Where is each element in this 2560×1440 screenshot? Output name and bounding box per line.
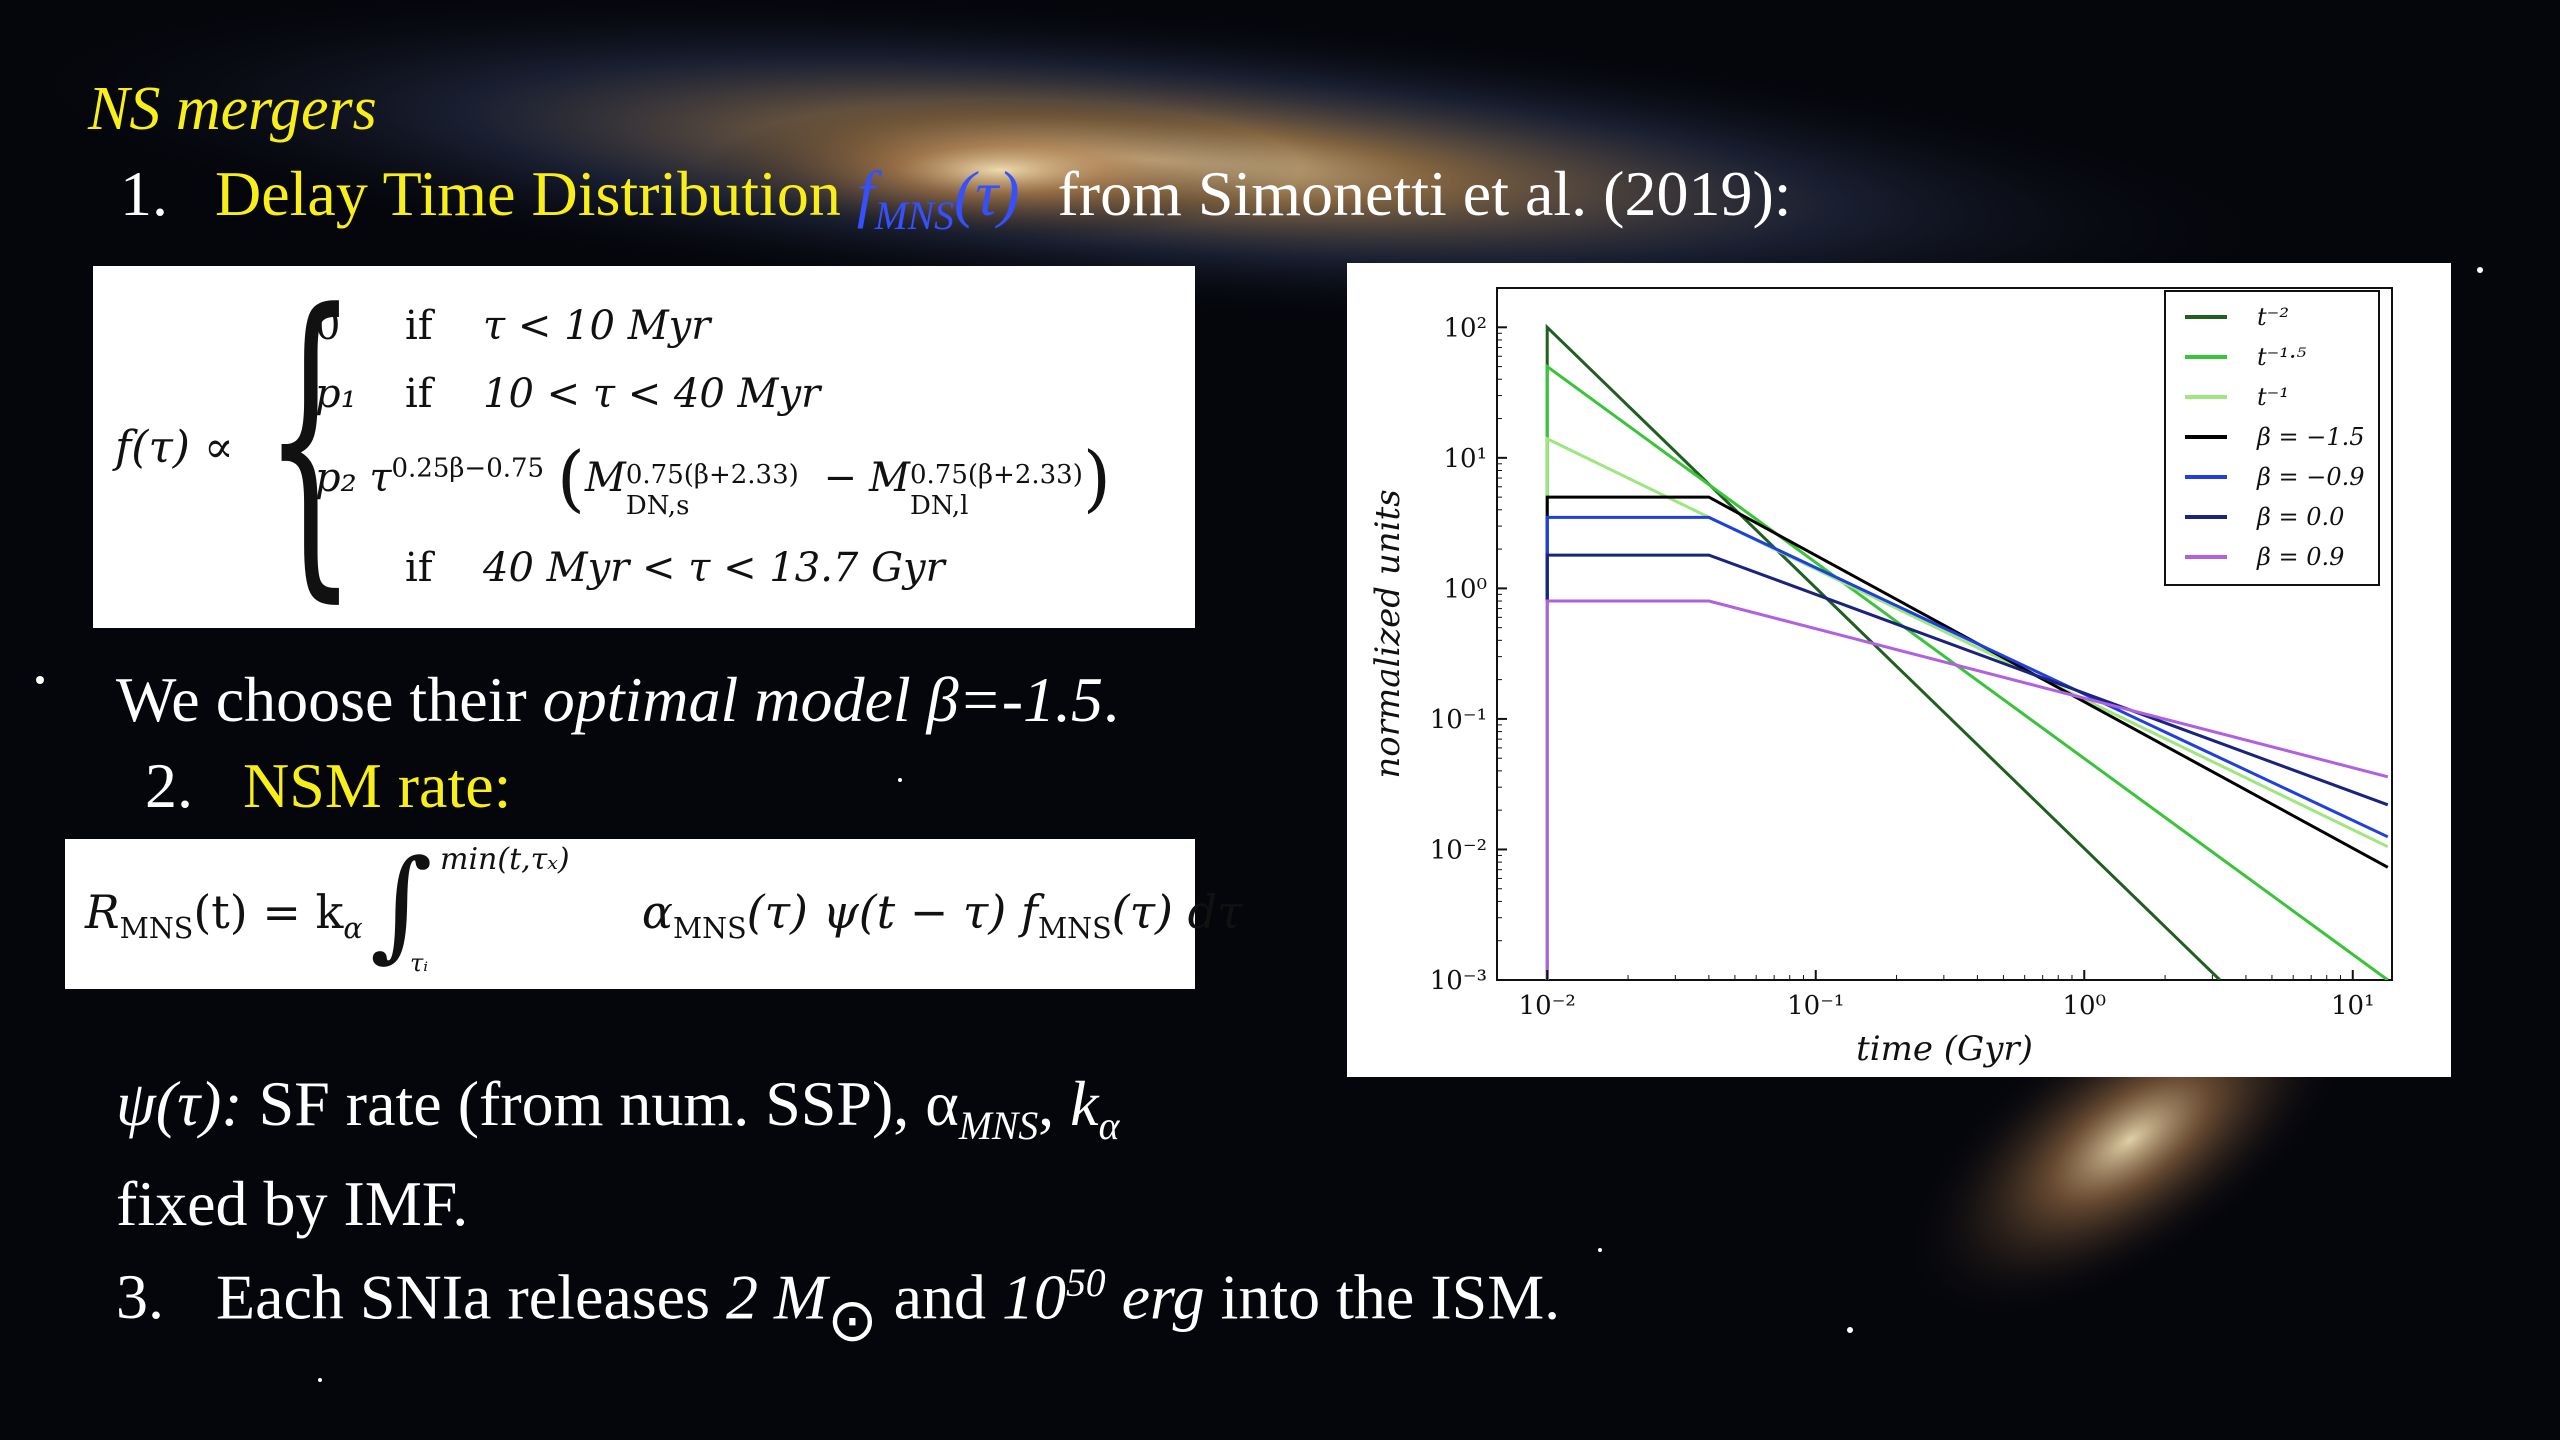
formula-row-3: p₂ τ0.25β−0.75 (M 0.75(β+2.33) DN,s − M 0.75… [315, 436, 1111, 522]
item-1-function: fMNS(τ) [856, 158, 1020, 238]
y-tick-label-4: 10¹ [1443, 444, 1487, 474]
integral-upper-limit: min(t,τₓ) [440, 842, 570, 877]
legend-label-6: β = 0.9 [2256, 543, 2344, 571]
item-2-number: 2. [145, 750, 193, 821]
formula-brace: { [263, 245, 358, 629]
y-tick-label-3: 10⁰ [1443, 574, 1487, 604]
series-line-6 [1545, 599, 2389, 980]
delay-time-chart: 10⁻² 10⁻¹ 10⁰ 10¹ 10⁻³ 10⁻² 10⁻¹ 10⁰ 10¹ 10² time … [1347, 263, 2451, 1077]
formula-row-2: p₁ if 10 < τ < 40 Myr [315, 371, 821, 417]
legend-label-5: β = 0.0 [2256, 503, 2344, 531]
integral-lower-limit: τᵢ [410, 949, 429, 977]
formula-row-1: 0 if τ < 10 Myr [315, 303, 711, 349]
legend-label-3: β = −1.5 [2256, 423, 2365, 451]
item-1-source: from Simonetti et al. (2019): [1057, 158, 1792, 229]
optimal-model-line: We choose their optimal model β=-1.5. [116, 664, 1120, 735]
x-tick-label-0: 10⁻² [1519, 991, 1576, 1021]
y-axis-label: normalized units [1368, 489, 1408, 778]
item-2-title: NSM rate: [243, 750, 512, 821]
nsm-rate-formula-box: RMNS(t) = kα αMNS(τ) ψ(t − τ) fMNS(τ) dτ… [65, 835, 1243, 989]
legend-label-4: β = −0.9 [2256, 463, 2365, 491]
legend-label-1: t⁻¹·⁵ [2257, 343, 2307, 371]
item-1-title: Delay Time Distribution [215, 158, 841, 229]
item-2-line: 2. NSM rate: [145, 754, 511, 818]
legend-label-0: t⁻² [2257, 303, 2289, 331]
psi-line-2: fixed by IMF. [116, 1168, 469, 1239]
x-axis-label: time (Gyr) [1856, 1029, 2033, 1069]
integral-sign: ∫ [370, 835, 433, 974]
legend-label-2: t⁻¹ [2257, 383, 2289, 411]
y-tick-label-0: 10⁻³ [1430, 966, 1487, 996]
x-tick-label-3: 10¹ [2331, 991, 2375, 1021]
psi-line: ψ(τ): SF rate (from num. SSP), αMNS, kα [116, 1068, 1120, 1148]
delay-time-formula-box: f(τ) ∝ { 0 if τ < 10 Myr p₁ if 10 < τ < 40 M… [93, 266, 1195, 628]
item-3-line: 3. Each SNIa releases 2 M⊙ and 1050 erg i… [116, 1261, 1561, 1354]
rate-formula: RMNS(t) = kα αMNS(τ) ψ(t − τ) fMNS(τ) dτ [85, 885, 1243, 946]
x-tick-label-2: 10⁰ [2062, 991, 2106, 1021]
item-1-number: 1. [120, 158, 168, 229]
series-line-5 [1545, 553, 2389, 807]
formula-lhs: f(τ) ∝ [115, 422, 234, 473]
section-heading: NS mergers [88, 75, 377, 143]
formula-row-4: if 40 Myr < τ < 13.7 Gyr [405, 545, 945, 591]
y-tick-label-1: 10⁻² [1430, 835, 1487, 865]
x-tick-label-1: 10⁻¹ [1787, 991, 1844, 1021]
item-1-line: 1. Delay Time Distribution fMNS(τ) from S… [120, 162, 1792, 236]
y-tick-label-2: 10⁻¹ [1430, 705, 1487, 735]
y-tick-label-5: 10² [1443, 313, 1487, 343]
